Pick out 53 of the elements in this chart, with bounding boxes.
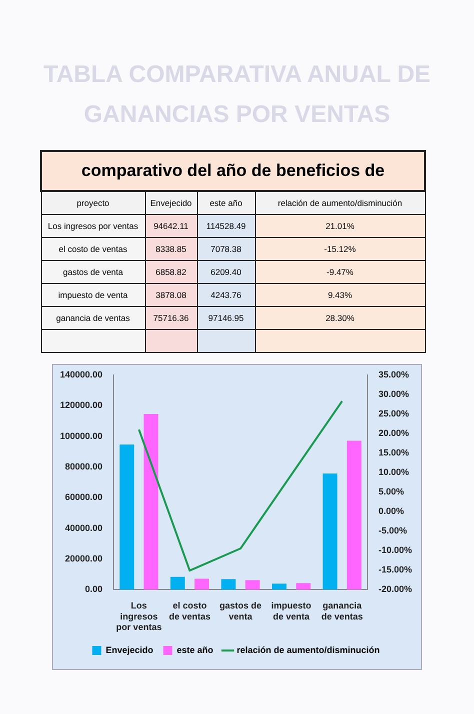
y-tick-label: 140000.00	[60, 369, 103, 380]
y-tick-label: 80000.00	[64, 461, 103, 472]
y2-tick-label: -20.00%	[378, 584, 412, 594]
text: 7078.38	[197, 238, 255, 260]
text: comparativo del año de beneficios de	[41, 151, 425, 191]
y2-tick-label: 15.00%	[378, 448, 410, 458]
y2-tick-label: -10.00%	[378, 545, 412, 556]
y2-tick-label: 0.00%	[378, 506, 404, 516]
y-tick-label: 20000.00	[64, 553, 103, 564]
category-label: gastos de venta	[62, 267, 123, 277]
category-label: impuesto de venta	[58, 290, 128, 300]
x-tick-label: Los ingresos por ventas	[116, 600, 162, 632]
text: 75716.36	[145, 306, 197, 330]
category-label: Los ingresos por ventas	[48, 221, 138, 231]
text: 97146.95	[197, 306, 255, 330]
legend-label: relación de aumento/disminución	[236, 644, 380, 655]
y2-tick-label: 25.00%	[378, 408, 410, 419]
legend-label: Envejecido	[106, 644, 154, 655]
y2-tick-label: 20.00%	[378, 428, 410, 438]
x-tick-label: impuesto de venta	[271, 600, 312, 622]
category-label: el costo de ventas	[58, 244, 128, 254]
y-tick-label: 40000.00	[64, 522, 103, 533]
text: 114528.49	[197, 214, 255, 238]
legend-label: este año	[176, 644, 214, 655]
text: 8338.85	[145, 238, 197, 260]
text: 21.01%	[255, 214, 425, 238]
y2-tick-label: -5.00%	[378, 526, 408, 536]
text: relación de aumento/disminución	[278, 198, 402, 208]
text: 3878.08	[145, 284, 197, 306]
y-tick-label: 120000.00	[60, 400, 103, 410]
text: -15.12%	[255, 238, 425, 260]
text: 6858.82	[145, 260, 197, 284]
y-tick-label: 100000.00	[60, 430, 103, 441]
y-tick-label: 0.00	[85, 584, 103, 594]
y-tick-label: 60000.00	[64, 492, 103, 502]
category-label: ganancia de ventas	[56, 313, 130, 323]
text: este año	[210, 198, 242, 208]
text: 28.30%	[255, 306, 425, 330]
y2-tick-label: 10.00%	[378, 467, 410, 478]
x-tick-label: gastos de venta	[220, 600, 262, 622]
text: -9.47%	[255, 260, 425, 284]
y2-tick-label: -15.00%	[378, 564, 412, 575]
y2-tick-label: 30.00%	[378, 388, 410, 399]
text: proyecto	[41, 191, 145, 214]
y2-tick-label: 35.00%	[378, 369, 410, 380]
x-tick-label: el costo de ventas	[168, 600, 210, 622]
text: 4243.76	[197, 284, 255, 306]
x-tick-label: ganancia de ventas	[321, 600, 363, 622]
text: 9.43%	[255, 284, 425, 306]
y2-tick-label: 5.00%	[378, 486, 404, 497]
text: 94642.11	[145, 214, 197, 238]
text: Envejecido	[150, 198, 192, 208]
text: 6209.40	[197, 260, 255, 284]
